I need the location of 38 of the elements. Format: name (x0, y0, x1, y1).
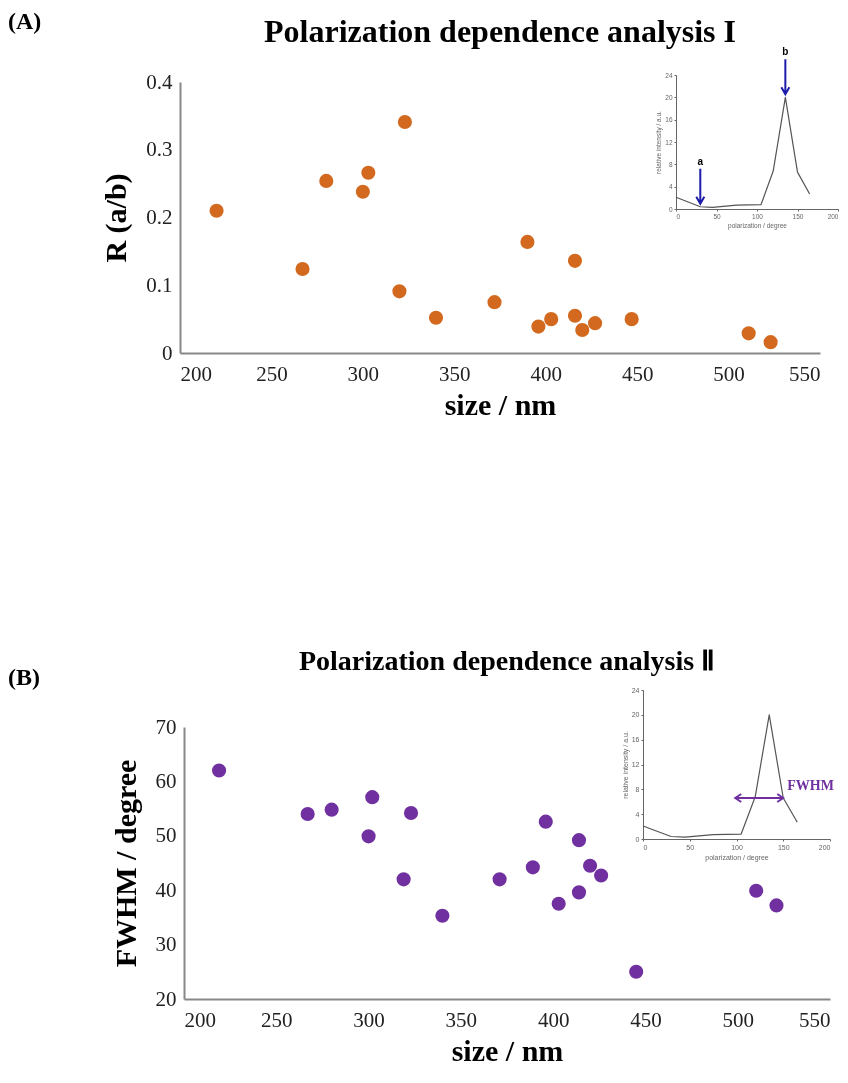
chart-title: Polarization dependence analysis I (263, 13, 737, 49)
x-tick-label: 450 (630, 1007, 662, 1032)
annotation: a (697, 155, 704, 167)
annotation: b (782, 46, 789, 58)
x-tick-label: 400 (537, 1007, 570, 1032)
x-tick-label: 450 (621, 361, 654, 386)
text: (B) (8, 664, 40, 691)
y-tick-label: 0.4 (146, 69, 173, 94)
x-tick-label: 200 (184, 1007, 216, 1032)
line-series (675, 96, 811, 208)
x-tick-label: 550 (789, 361, 821, 386)
y-tick-label: 30 (155, 932, 177, 957)
x-tick-label: 300 (347, 361, 380, 386)
x-tick-label: 400 (530, 361, 562, 386)
x-tick-label: 350 (445, 1007, 478, 1032)
x-axis-title: size / nm (444, 387, 557, 421)
y-tick-label: 0.3 (146, 137, 173, 162)
x-tick-label: 200 (180, 361, 212, 386)
x-tick-label: 300 (353, 1007, 385, 1032)
annotation: FWHM (787, 778, 834, 794)
x-tick-label: 550 (799, 1007, 831, 1032)
chart-title: Polarization dependence analysis Ⅱ (298, 645, 716, 676)
y-axis-title: R (a/b) (99, 173, 134, 263)
x-tick-label: 250 (261, 1007, 293, 1032)
y-tick-label: 0.2 (146, 205, 173, 229)
y-axis-title: FWHM / degree (108, 759, 142, 968)
x-tick-label: 350 (439, 361, 471, 386)
y-tick-label: 20 (155, 986, 177, 1011)
text: (A) (8, 8, 42, 35)
x-axis-title: size / nm (451, 1033, 564, 1067)
x-tick-label: 250 (256, 361, 288, 386)
y-tick-label: 0.1 (146, 272, 173, 297)
x-tick-label: 500 (713, 361, 745, 386)
y-tick-label: 0 (162, 340, 173, 365)
y-tick-label: 70 (155, 714, 177, 739)
y-tick-label: 60 (155, 768, 177, 793)
y-tick-label: 40 (155, 877, 177, 902)
x-tick-label: 500 (722, 1007, 754, 1032)
